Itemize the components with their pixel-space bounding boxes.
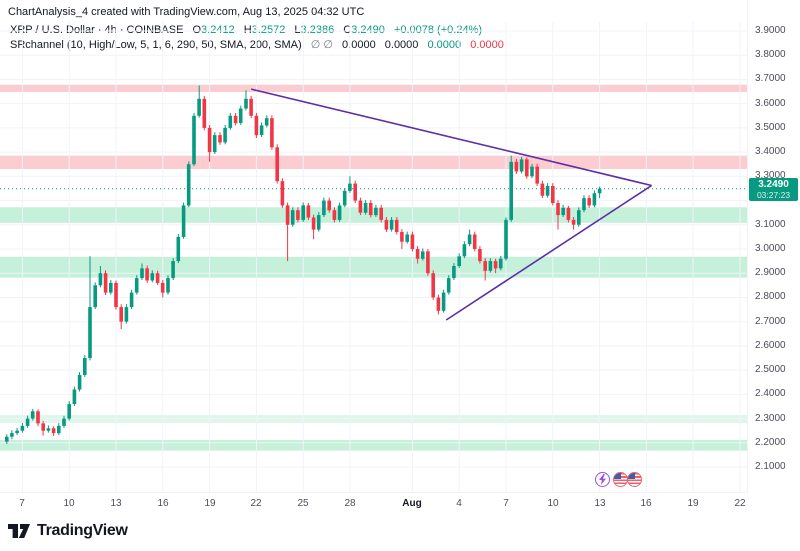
price-axis-label: 2.4000 bbox=[755, 388, 786, 399]
open-label: O bbox=[192, 24, 202, 36]
time-axis-label: 22 bbox=[734, 498, 746, 509]
empty-set-icon: ∅ bbox=[323, 39, 333, 51]
time-axis-label: 19 bbox=[687, 498, 699, 509]
high-value: 3.2572 bbox=[251, 24, 286, 36]
price-axis-label: 3.6000 bbox=[755, 98, 786, 109]
change-value: +0.0078 (+0.24%) bbox=[393, 24, 483, 36]
empty-set-icon: ∅ bbox=[310, 39, 321, 51]
price-axis[interactable]: 3.2490 03:27:23 3.9000 3.8000 3.7000 3.6000… bbox=[747, 0, 800, 492]
price-axis-label: 3.9000 bbox=[755, 25, 786, 36]
chart-attribution-title: ChartAnalysis_4 created with TradingView… bbox=[8, 6, 365, 18]
tradingview-logo-icon bbox=[8, 524, 30, 538]
low-label: L bbox=[294, 24, 301, 36]
time-axis-label: 13 bbox=[110, 498, 122, 509]
high-label: H bbox=[243, 24, 252, 36]
time-axis-label: 28 bbox=[344, 498, 356, 509]
symbol-legend[interactable]: XRP / U.S. Dollar · 4h · COINBASE O3.241… bbox=[10, 24, 482, 36]
time-axis-label: 4 bbox=[456, 498, 462, 509]
time-axis-label: 7 bbox=[503, 498, 509, 509]
bar-countdown: 03:27:23 bbox=[756, 190, 791, 200]
price-axis-label: 2.2000 bbox=[755, 437, 786, 448]
indicator-name: SRchannel (10, High/Low, 5, 1, 6, 290, 5… bbox=[10, 39, 302, 51]
current-price-badge: 3.2490 03:27:23 bbox=[749, 178, 798, 201]
price-axis-label: 3.3000 bbox=[755, 170, 786, 181]
price-axis-label: 2.9000 bbox=[755, 267, 786, 278]
time-axis[interactable]: 7 10 13 16 19 22 25 28 Aug 4 7 10 13 16 19 22 bbox=[0, 492, 747, 515]
time-axis-label: 16 bbox=[640, 498, 652, 509]
time-axis-label: 19 bbox=[204, 498, 216, 509]
tradingview-wordmark: TradingView bbox=[37, 522, 128, 539]
time-axis-label: Aug bbox=[402, 498, 422, 509]
time-axis-label: 25 bbox=[297, 498, 309, 509]
indicator-value-1: 0.0000 bbox=[342, 39, 376, 51]
price-axis-label: 3.4000 bbox=[755, 146, 786, 157]
time-axis-label: 16 bbox=[157, 498, 169, 509]
time-axis-label: 13 bbox=[594, 498, 606, 509]
time-axis-label: 10 bbox=[547, 498, 559, 509]
price-axis-label: 3.1000 bbox=[755, 219, 786, 230]
time-axis-label: 7 bbox=[19, 498, 25, 509]
price-axis-label: 2.8000 bbox=[755, 291, 786, 302]
close-label: C bbox=[343, 24, 352, 36]
close-value: 3.2490 bbox=[351, 24, 385, 36]
price-axis-label: 2.1000 bbox=[755, 461, 786, 472]
lightning-icon bbox=[599, 474, 606, 485]
symbol-name: XRP / U.S. Dollar · 4h · COINBASE bbox=[10, 24, 184, 36]
low-value: 3.2386 bbox=[300, 24, 335, 36]
price-axis-label: 2.5000 bbox=[755, 364, 786, 375]
indicator-value-3: 0.0000 bbox=[427, 39, 462, 51]
us-economic-event-icon[interactable] bbox=[627, 472, 642, 487]
current-price: 3.2490 bbox=[758, 179, 789, 190]
footer-brand[interactable]: TradingView bbox=[8, 522, 128, 540]
price-axis-label: 3.5000 bbox=[755, 122, 786, 133]
crypto-event-icon[interactable] bbox=[595, 472, 610, 487]
indicator-value-4: 0.0000 bbox=[470, 39, 504, 51]
chart-canvas[interactable] bbox=[0, 0, 747, 492]
price-axis-label: 3.8000 bbox=[755, 49, 786, 60]
price-axis-label: 2.3000 bbox=[755, 413, 786, 424]
time-axis-label: 10 bbox=[63, 498, 75, 509]
time-axis-label: 22 bbox=[250, 498, 262, 509]
price-axis-label: 2.7000 bbox=[755, 316, 786, 327]
price-axis-label: 3.7000 bbox=[755, 73, 786, 84]
indicator-legend[interactable]: SRchannel (10, High/Low, 5, 1, 6, 290, 5… bbox=[10, 38, 504, 51]
price-axis-label: 3.0000 bbox=[755, 243, 786, 254]
us-economic-event-icon[interactable] bbox=[613, 472, 628, 487]
indicator-value-2: 0.0000 bbox=[384, 39, 419, 51]
price-axis-label: 2.6000 bbox=[755, 340, 786, 351]
